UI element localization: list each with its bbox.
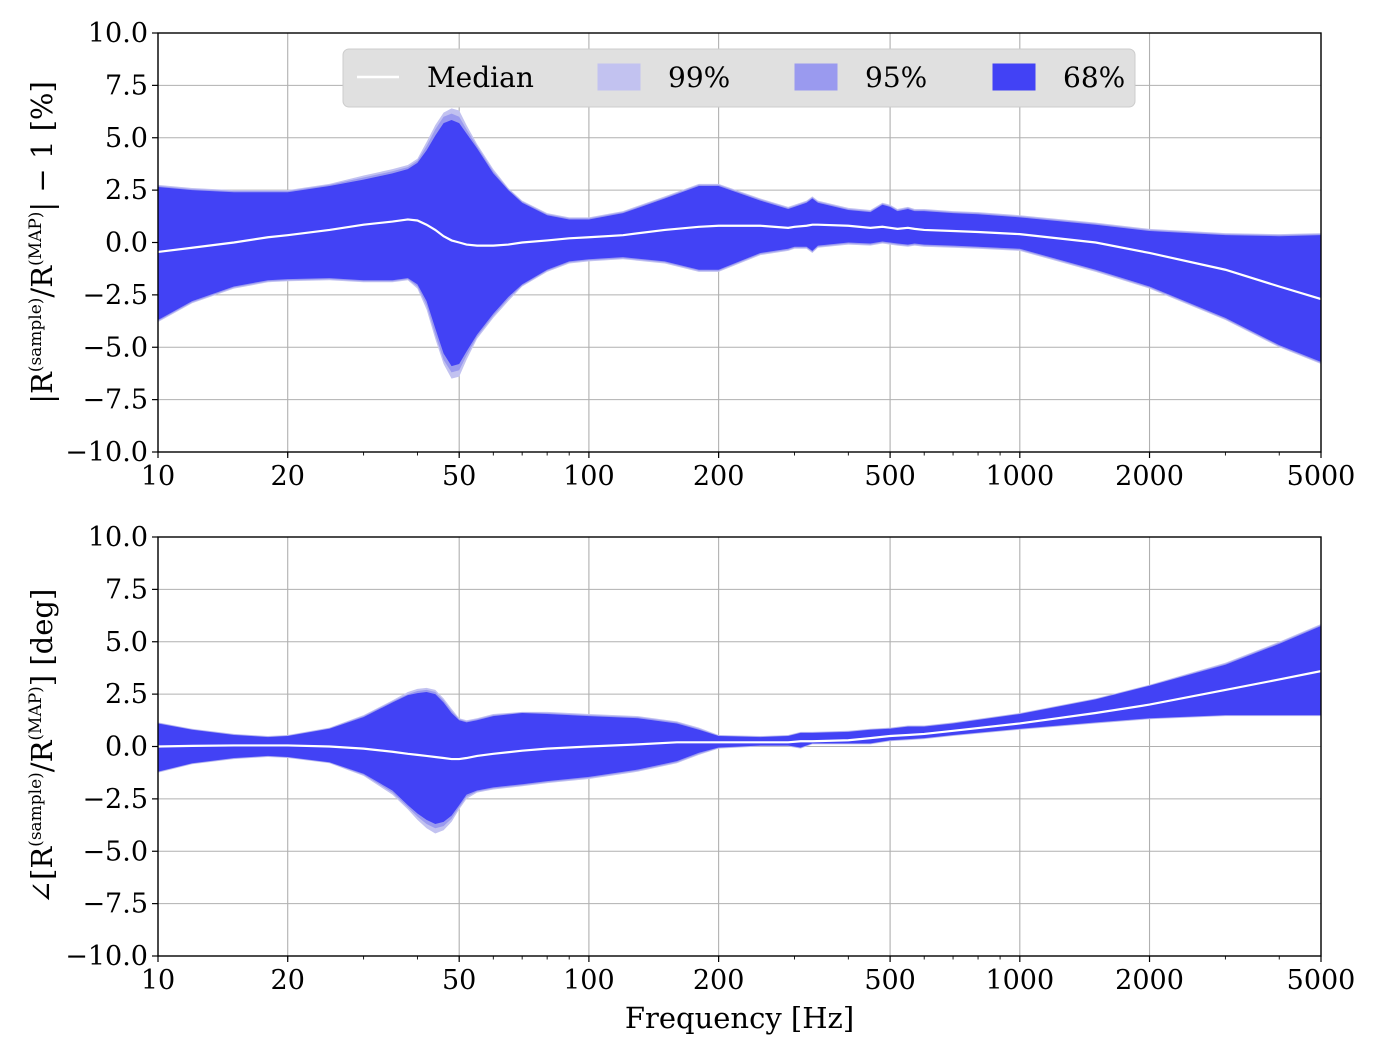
y-axis-label-part: /R	[25, 265, 59, 298]
legend: Median 99% 95% 68%	[342, 48, 1136, 108]
legend-background	[342, 48, 1136, 108]
x-tick-label: 5000	[1287, 965, 1356, 996]
legend-items: Median 99% 95% 68%	[357, 61, 1125, 94]
x-tick-label: 5000	[1287, 461, 1356, 492]
y-tick-label: −10.0	[65, 941, 148, 972]
legend-label: 68%	[1063, 61, 1125, 94]
legend-label: 99%	[668, 61, 730, 94]
y-axis-label-part: /R	[25, 739, 59, 772]
y-axis-label-part: | − 1 [%]	[25, 81, 59, 211]
y-axis-label: |R(sample)/R(MAP)| − 1 [%]	[25, 81, 59, 404]
y-tick-label: −5.0	[82, 332, 148, 363]
y-tick-label: 10.0	[88, 18, 148, 49]
x-tick-label: 20	[271, 461, 305, 492]
legend-label: 95%	[865, 61, 927, 94]
x-tick-label: 1000	[985, 461, 1054, 492]
plot-area	[158, 108, 1321, 379]
band-68-pct	[158, 119, 1321, 367]
y-axis-label: ∠[R(sample)/R(MAP)] [deg]	[25, 589, 59, 905]
legend-label: Median	[427, 61, 534, 94]
x-tick-label: 50	[442, 461, 476, 492]
phase-panel: 10 20 50 100 200 500 1000 2000 5000 −10.0 −7.5 −5.0…	[25, 522, 1355, 1035]
y-tick-label: −7.5	[82, 889, 148, 920]
x-tick-label: 20	[271, 965, 305, 996]
x-tick-label: 2000	[1115, 965, 1184, 996]
y-tick-label: 7.5	[105, 574, 148, 605]
x-tick-label: 1000	[985, 965, 1054, 996]
x-tick-label: 500	[864, 965, 916, 996]
y-tick-label: −7.5	[82, 385, 148, 416]
y-axis-label-part: ∠[R	[25, 846, 59, 905]
y-axis-label-superscript: (MAP)	[26, 212, 46, 266]
magnitude-panel: 10 20 50 100 200 500 1000 2000 5000 −10.0 −7.5 −5.0…	[25, 18, 1355, 492]
y-axis-label-superscript: (sample)	[26, 298, 46, 373]
y-axis-label-superscript: (MAP)	[26, 686, 46, 740]
legend-swatch	[597, 63, 641, 91]
y-tick-label: 0.0	[105, 732, 148, 763]
x-tick-label: 10	[141, 965, 175, 996]
x-tick-label: 100	[563, 965, 615, 996]
y-tick-label: 7.5	[105, 70, 148, 101]
y-tick-label: −2.5	[82, 784, 148, 815]
x-tick-label: 500	[864, 461, 916, 492]
y-tick-label: 5.0	[105, 627, 148, 658]
plot-area	[158, 623, 1321, 834]
y-tick-label: 0.0	[105, 228, 148, 259]
y-tick-label: −5.0	[82, 836, 148, 867]
legend-swatch	[992, 63, 1036, 91]
x-tick-label: 50	[442, 965, 476, 996]
y-tick-label: −2.5	[82, 280, 148, 311]
y-axis-label-part: ] [deg]	[25, 589, 59, 686]
median-line	[158, 218, 1321, 301]
y-tick-label: 2.5	[105, 175, 148, 206]
median-line	[158, 670, 1321, 761]
y-tick-label: 5.0	[105, 123, 148, 154]
y-tick-label: −10.0	[65, 437, 148, 468]
band-68-pct	[158, 626, 1321, 825]
x-tick-label: 2000	[1115, 461, 1184, 492]
legend-swatch	[794, 63, 838, 91]
y-axis-label-part: |R	[25, 371, 59, 404]
x-tick-label: 200	[693, 965, 745, 996]
y-tick-label: 10.0	[88, 522, 148, 553]
x-tick-label: 10	[141, 461, 175, 492]
y-tick-label: 2.5	[105, 679, 148, 710]
x-tick-label: 100	[563, 461, 615, 492]
x-tick-label: 200	[693, 461, 745, 492]
x-axis-label: Frequency [Hz]	[625, 1001, 854, 1035]
y-axis-label-superscript: (sample)	[26, 772, 46, 847]
